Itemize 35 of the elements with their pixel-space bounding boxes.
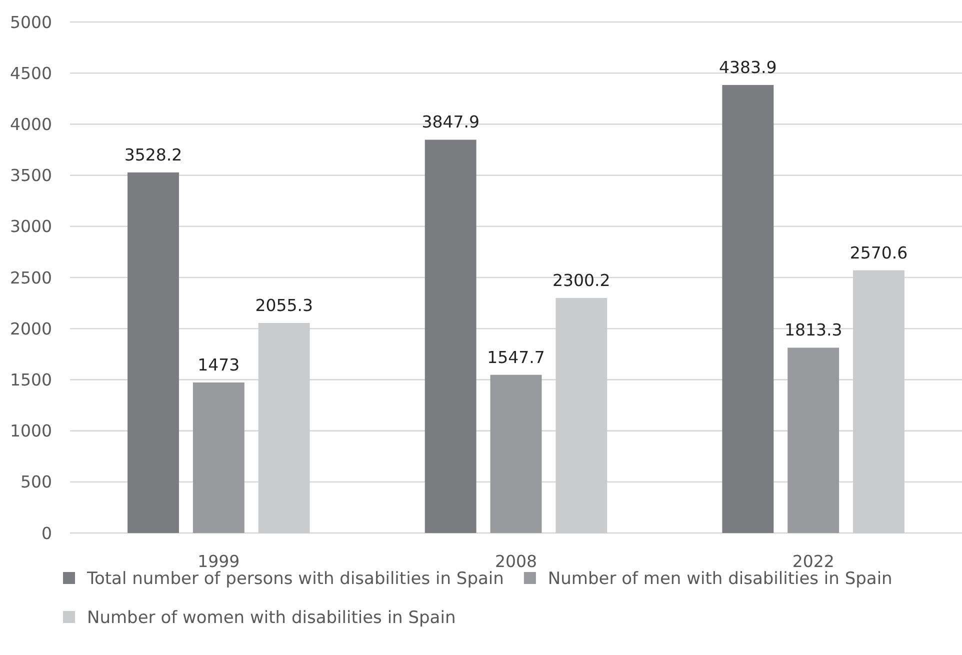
bar bbox=[128, 172, 179, 533]
y-tick-label: 3500 bbox=[10, 166, 52, 186]
data-label: 1547.7 bbox=[487, 348, 545, 367]
x-tick-label: 2008 bbox=[495, 552, 537, 571]
data-label: 2570.6 bbox=[850, 243, 908, 262]
y-tick-label: 3000 bbox=[10, 217, 52, 236]
legend-label: Number of men with disabilities in Spain bbox=[548, 568, 892, 589]
data-label: 2055.3 bbox=[255, 296, 313, 315]
bar bbox=[490, 374, 542, 533]
data-label: 2300.2 bbox=[552, 270, 610, 290]
y-tick-label: 0 bbox=[42, 524, 52, 543]
bar bbox=[788, 348, 840, 533]
bar bbox=[424, 140, 476, 533]
data-label: 1473 bbox=[198, 355, 240, 374]
data-label: 4383.9 bbox=[719, 58, 777, 77]
y-tick-label: 2500 bbox=[10, 268, 52, 288]
data-label: 1813.3 bbox=[784, 320, 842, 340]
x-tick-label: 1999 bbox=[198, 552, 240, 571]
y-tick-label: 2000 bbox=[10, 319, 52, 338]
data-label: 3847.9 bbox=[422, 112, 480, 132]
bar bbox=[556, 298, 608, 533]
y-tick-label: 5000 bbox=[10, 12, 52, 32]
y-tick-label: 1000 bbox=[10, 422, 52, 441]
y-tick-label: 500 bbox=[20, 472, 52, 492]
legend-label: Number of women with disabilities in Spain bbox=[87, 608, 456, 628]
bar bbox=[192, 382, 244, 533]
y-tick-label: 1500 bbox=[10, 370, 52, 390]
legend-label: Total number of persons with disabilities in Spain bbox=[86, 568, 504, 589]
bar bbox=[722, 84, 774, 533]
y-tick-label: 4000 bbox=[10, 114, 52, 134]
y-tick-label: 4500 bbox=[10, 64, 52, 83]
bar bbox=[853, 270, 904, 533]
bar bbox=[258, 322, 310, 533]
x-tick-label: 2022 bbox=[792, 552, 834, 571]
data-label: 3528.2 bbox=[124, 145, 182, 164]
